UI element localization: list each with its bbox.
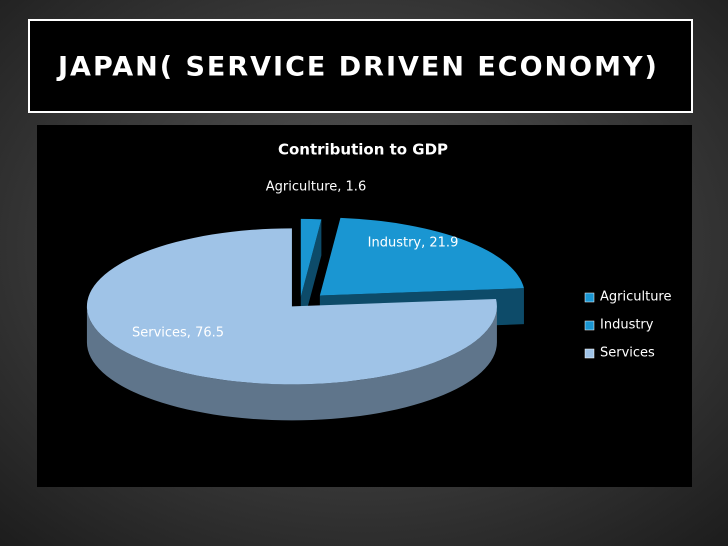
slice: [300, 218, 322, 297]
slice: [319, 217, 524, 296]
slide-title: JAPAN( SERVICE DRIVEN ECONOMY): [56, 52, 659, 83]
slice-side: [86, 306, 497, 421]
title-box: [28, 19, 693, 113]
legend-label: Industry: [600, 318, 654, 333]
legend-swatch: [584, 348, 595, 359]
legend-swatch: [584, 292, 595, 303]
legend-label: Agriculture: [600, 290, 672, 305]
chart-title: Contribution to GDP: [278, 141, 448, 159]
slice: [86, 228, 497, 385]
data-label: Services, 76.5: [132, 326, 224, 341]
legend-swatch: [584, 320, 595, 331]
pie: Agriculture, 1.6 Industry, 21.9 Services, …: [86, 180, 524, 421]
slice-side: [300, 219, 322, 333]
data-label: Industry, 21.9: [368, 236, 459, 251]
legend: Agriculture Industry Services: [584, 290, 672, 361]
legend-label: Services: [600, 346, 655, 361]
data-label: Agriculture, 1.6: [266, 180, 366, 195]
